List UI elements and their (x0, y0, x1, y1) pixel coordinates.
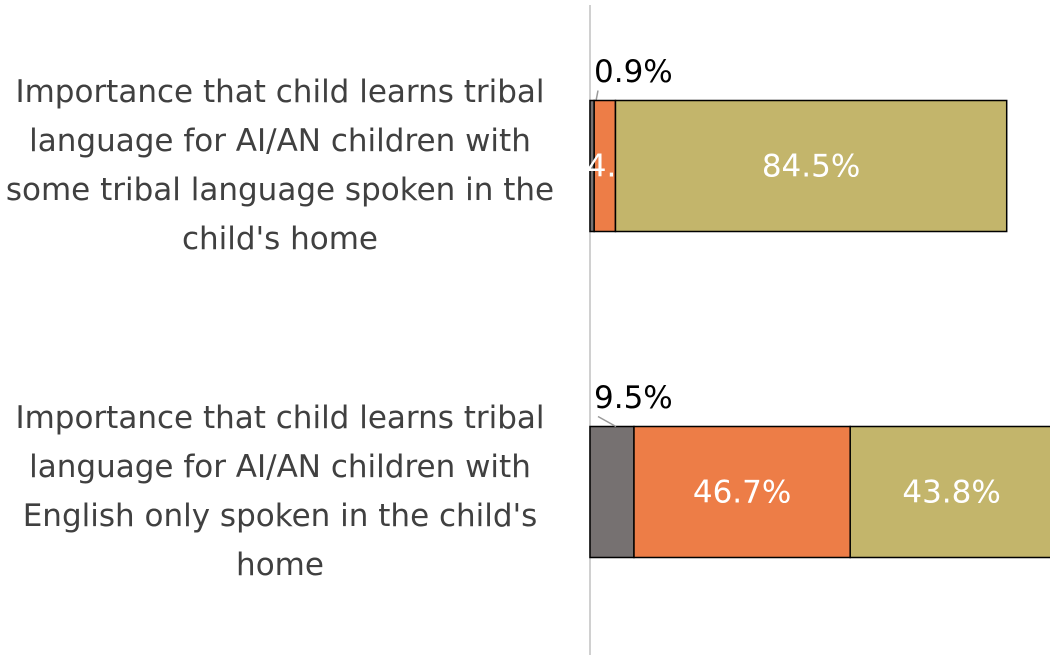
data-label: 46.7% (693, 475, 791, 511)
leader-line (595, 90, 599, 101)
leader-line (597, 415, 617, 428)
data-label: 84.5% (762, 149, 860, 185)
bar-segment (589, 425, 635, 559)
category-label: Importance that child learns tribal lang… (5, 74, 555, 257)
bar-segment (633, 425, 851, 559)
data-label: 9.5% (594, 380, 673, 416)
bar-segment (614, 99, 1008, 233)
bar-segment (849, 425, 1050, 559)
data-label: 0.9% (594, 54, 673, 90)
category-label: Importance that child learns tribal lang… (15, 400, 545, 583)
data-label: 43.8% (902, 475, 1000, 511)
